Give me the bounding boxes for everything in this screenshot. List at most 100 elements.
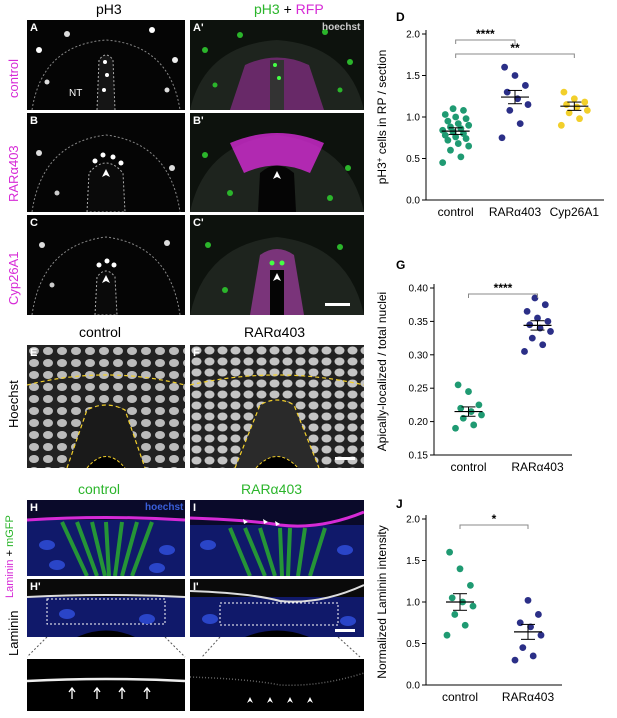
zoom-inset-rar <box>190 659 364 711</box>
significance-bracket <box>455 39 516 44</box>
data-point <box>439 126 447 134</box>
data-point <box>534 314 541 322</box>
panel-h-prime-drawing <box>27 579 185 637</box>
data-point <box>454 381 462 389</box>
data-point <box>452 424 459 432</box>
data-point <box>527 623 534 631</box>
panel-b-image: B <box>27 113 185 212</box>
data-point <box>439 159 447 167</box>
data-point <box>524 596 532 604</box>
row-label-plus: + <box>4 546 16 560</box>
panel-letter-a-prime: A' <box>193 22 204 34</box>
y-tick-label: 0.30 <box>409 350 429 361</box>
significance-bracket <box>468 293 538 298</box>
data-point <box>541 301 549 309</box>
data-point <box>461 621 469 629</box>
data-point <box>449 128 457 136</box>
panel-c-drawing <box>31 236 181 315</box>
y-axis-label: Normalized Laminin intensity <box>375 525 389 678</box>
panel-h-prime-image: H' <box>27 579 185 637</box>
significance-label: * <box>492 512 497 526</box>
data-point <box>581 98 589 106</box>
panel-letter-i-prime: I' <box>193 581 199 593</box>
y-tick-label: 2.0 <box>406 30 420 41</box>
data-point <box>535 611 542 618</box>
data-point <box>470 421 478 429</box>
data-point <box>583 106 591 114</box>
zoom-inset-rar-drawing <box>190 672 364 703</box>
data-point <box>573 103 581 111</box>
data-point <box>462 115 470 123</box>
y-tick-label: 0.5 <box>406 154 420 165</box>
panel-i-prime-drawing <box>190 579 364 637</box>
significance-label: **** <box>476 27 495 41</box>
data-point <box>457 404 465 412</box>
data-point <box>465 121 473 129</box>
data-point <box>478 411 485 419</box>
panel-letter-h: H <box>30 502 38 514</box>
col1-header: pH3 <box>96 1 122 17</box>
row-label-laminin: Laminin <box>6 610 21 656</box>
significance-bracket <box>455 53 575 58</box>
y-tick-label: 1.5 <box>406 71 420 82</box>
data-point <box>511 72 519 79</box>
data-point <box>475 401 483 409</box>
data-point <box>454 120 462 128</box>
data-point <box>465 388 472 395</box>
hoechst-label-bottom: hoechst <box>145 502 184 513</box>
data-point <box>501 63 508 71</box>
panel-letter-c-prime: C' <box>193 217 204 229</box>
data-point <box>521 348 528 355</box>
y-tick-label: 1.0 <box>406 598 420 609</box>
data-point <box>465 142 473 150</box>
data-point <box>516 619 524 627</box>
significance-label: **** <box>494 281 513 295</box>
significance-bracket <box>459 524 529 529</box>
data-point <box>454 140 462 147</box>
panel-a-prime-drawing <box>190 29 364 110</box>
y-tick-label: 0.25 <box>409 384 429 395</box>
panel-letter-h-prime: H' <box>30 581 41 593</box>
panel-a-drawing <box>31 27 181 110</box>
panel-letter-e: E <box>30 347 38 359</box>
panel-i-drawing <box>190 500 364 576</box>
row-label-laminin-part: Laminin <box>4 559 16 598</box>
data-point <box>529 652 537 660</box>
panel-b-prime-image: B' <box>190 113 364 212</box>
data-point <box>462 135 470 142</box>
data-point <box>456 565 464 573</box>
panel-letter-b-prime: B' <box>193 115 204 127</box>
data-point <box>441 131 449 139</box>
bottom-left-header: control <box>78 481 121 497</box>
data-point <box>576 115 583 123</box>
data-point <box>444 136 452 144</box>
panel-f-image: F <box>190 345 364 468</box>
data-point <box>469 602 477 610</box>
y-tick-label: 2.0 <box>406 515 420 526</box>
y-tick-label: 0.35 <box>409 317 429 328</box>
panel-b-drawing <box>31 134 181 212</box>
panel-c-prime-image: C' <box>190 215 364 315</box>
chart-j: Normalized Laminin intensity 0.0 0.5 1.0 1.5… <box>375 512 562 704</box>
data-point <box>452 133 460 141</box>
significance-label: ** <box>510 41 520 55</box>
y-tick-label: 0.0 <box>406 681 420 692</box>
panel-b-prime-drawing <box>190 133 364 212</box>
data-point <box>451 611 459 618</box>
hoechst-label-top: hoechst <box>322 22 361 33</box>
row-label-control: control <box>6 58 21 98</box>
data-point <box>447 146 454 154</box>
data-point <box>523 307 531 315</box>
col2-header-rfp: RFP <box>295 1 324 17</box>
data-point <box>460 106 467 114</box>
data-point <box>460 130 467 137</box>
nt-label: NT <box>69 88 83 99</box>
y-tick-label: 1.5 <box>406 556 420 567</box>
x-tick-label: control <box>450 460 486 474</box>
data-point <box>524 101 532 108</box>
data-point <box>537 631 545 639</box>
data-point <box>560 88 568 96</box>
x-tick-label: RARα403 <box>511 460 564 474</box>
row-label-mgfp-part: mGFP <box>4 515 16 547</box>
chart-g: Apically-localized / total nuclei 0.15 0.2… <box>375 281 572 474</box>
